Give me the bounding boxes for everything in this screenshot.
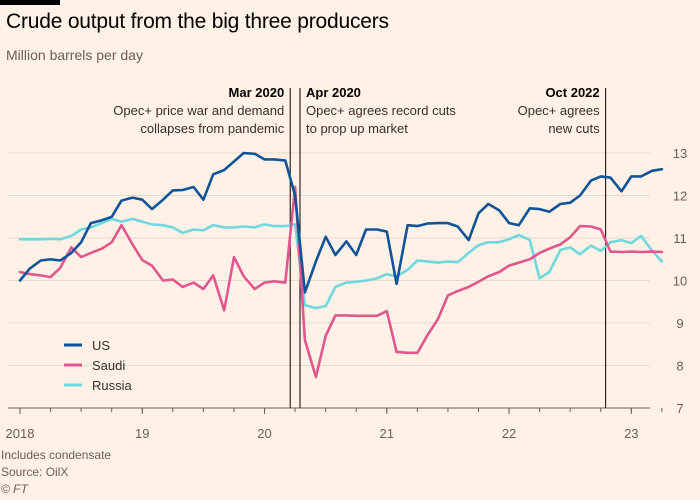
y-tick-label: 11 xyxy=(673,231,687,246)
annotation-text: Opec+ agrees xyxy=(518,103,601,118)
y-tick-label: 10 xyxy=(673,274,687,289)
legend-label-russia: Russia xyxy=(92,378,133,393)
annotation-title: Apr 2020 xyxy=(306,85,361,100)
annotation-text: to prop up market xyxy=(306,121,408,136)
x-tick-label: 19 xyxy=(135,426,149,441)
x-tick-label: 20 xyxy=(257,426,271,441)
chart-title: Crude output from the big three producer… xyxy=(6,10,389,33)
annotation-text: collapses from pandemic xyxy=(140,121,284,136)
y-tick-label: 7 xyxy=(676,401,683,416)
y-tick-label: 9 xyxy=(676,316,683,331)
ft-top-bar xyxy=(0,0,60,5)
source-note: Source: OilX xyxy=(1,465,69,479)
copyright: © FT xyxy=(1,482,28,496)
y-tick-label: 13 xyxy=(673,146,687,161)
series-line-saudi xyxy=(18,185,664,379)
annotation-title: Oct 2022 xyxy=(545,85,599,100)
chart-subtitle: Million barrels per day xyxy=(6,47,143,63)
annotation-title: Mar 2020 xyxy=(229,85,285,100)
annotation-text: Opec+ agrees record cuts xyxy=(306,103,456,118)
footnote: Includes condensate xyxy=(1,448,112,462)
annotation-text: new cuts xyxy=(548,121,600,136)
legend-label-us: US xyxy=(92,338,110,353)
x-tick-label: 23 xyxy=(624,426,638,441)
x-tick-label: 2018 xyxy=(6,426,35,441)
series-line-us xyxy=(18,151,664,294)
y-tick-label: 12 xyxy=(673,189,687,204)
x-tick-label: 21 xyxy=(380,426,394,441)
y-tick-label: 8 xyxy=(676,359,683,374)
x-tick-label: 22 xyxy=(502,426,516,441)
series-line-russia xyxy=(18,217,664,310)
legend-label-saudi: Saudi xyxy=(92,358,125,373)
annotation-text: Opec+ price war and demand xyxy=(113,103,284,118)
